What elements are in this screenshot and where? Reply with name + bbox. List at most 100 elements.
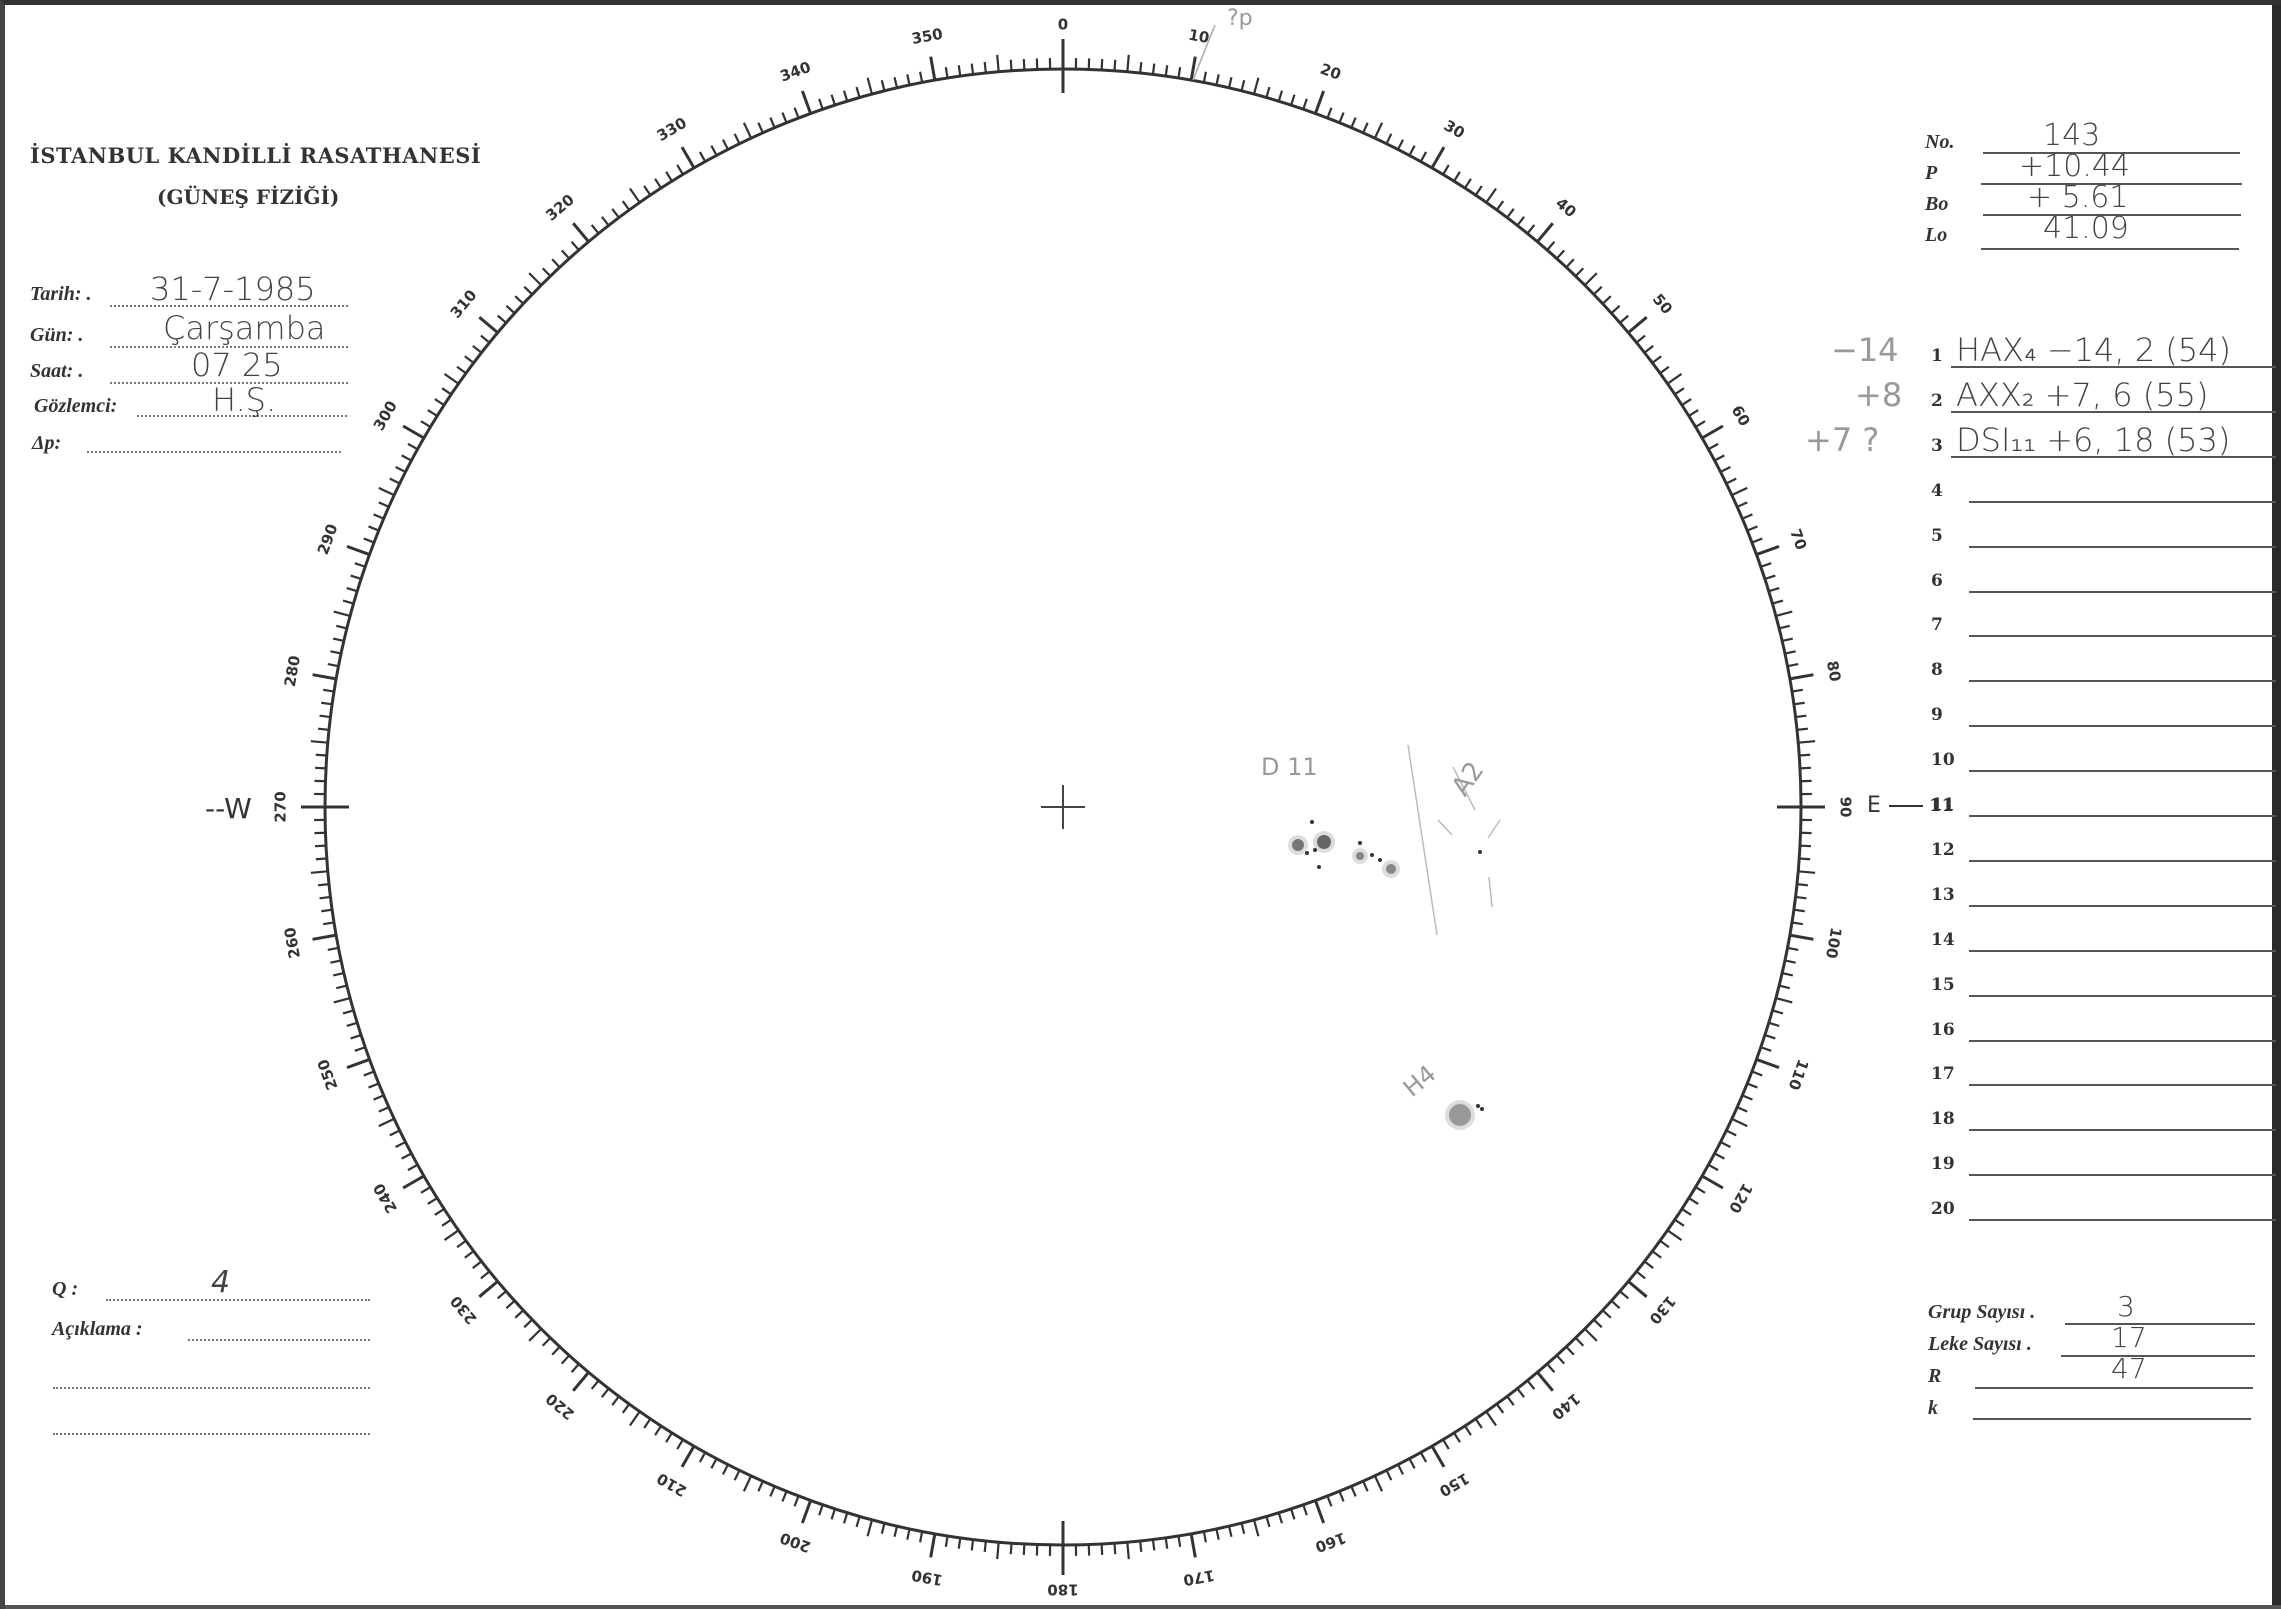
degree-tick xyxy=(1784,650,1796,655)
degree-label: 110 xyxy=(1784,1057,1812,1093)
group-row-entry[interactable]: DSI₁₁ +6, 18 (53) xyxy=(1956,420,2231,459)
group-row-entry[interactable]: AXX₂ +7, 6 (55) xyxy=(1956,375,2209,414)
degree-tick xyxy=(1799,857,1811,861)
degree-tick xyxy=(757,122,764,134)
day-label: Gün: . xyxy=(30,324,84,346)
degree-tick xyxy=(514,295,525,305)
degree-tick xyxy=(919,71,924,83)
no-value[interactable]: 143 xyxy=(2043,118,2101,153)
group-count-line xyxy=(2065,1323,2255,1325)
degree-tick xyxy=(1453,171,1461,182)
degree-label: 40 xyxy=(1552,194,1580,221)
degree-tick xyxy=(505,305,516,314)
remarks-line-3[interactable] xyxy=(53,1433,370,1435)
group-row-number: 19 xyxy=(1931,1154,1955,1175)
degree-tick xyxy=(906,74,911,86)
degree-tick xyxy=(464,1250,475,1259)
degree-tick xyxy=(1526,1379,1536,1390)
degree-tick xyxy=(1627,1280,1648,1298)
degree-tick xyxy=(1707,442,1719,451)
degree-tick xyxy=(1556,249,1565,260)
group-row-number: 10 xyxy=(1931,750,1955,771)
group-row-line xyxy=(1969,859,2276,862)
group-row-margin-note: −14 xyxy=(1831,331,1899,369)
degree-tick xyxy=(330,959,342,964)
degree-tick xyxy=(330,650,342,655)
q-value[interactable]: 4 xyxy=(211,1265,231,1300)
group-row-line xyxy=(1951,410,2276,413)
degree-tick xyxy=(1430,146,1446,169)
degree-tick xyxy=(1725,1129,1737,1137)
degree-label: 320 xyxy=(542,191,578,225)
degree-label: 90 xyxy=(1837,797,1855,818)
degree-tick xyxy=(1100,58,1104,71)
group-count-value[interactable]: 3 xyxy=(2117,1290,2135,1323)
degree-tick xyxy=(830,1508,836,1520)
degree-tick xyxy=(680,146,696,169)
degree-tick xyxy=(1795,895,1807,900)
degree-tick xyxy=(1408,1458,1416,1469)
time-value[interactable]: 07 25 xyxy=(191,346,283,384)
observer-value[interactable]: H.Ş. xyxy=(212,381,277,419)
degree-tick xyxy=(769,117,776,129)
degree-tick xyxy=(1720,465,1731,473)
day-value[interactable]: Çarşamba xyxy=(163,309,326,347)
degree-tick xyxy=(1100,1543,1104,1556)
group-row-number: 17 xyxy=(1931,1064,1955,1085)
group-row-margin-note: +8 xyxy=(1855,375,1903,414)
degree-tick xyxy=(342,599,354,605)
degree-tick xyxy=(842,90,849,102)
degree-tick xyxy=(1302,98,1308,110)
lo-label: Lo xyxy=(1925,224,1948,246)
lo-value[interactable]: 41.09 xyxy=(2043,211,2129,246)
group-row-number: 2 xyxy=(1931,390,1943,411)
degree-tick xyxy=(1485,187,1497,204)
degree-tick xyxy=(1736,1106,1748,1113)
degree-label: 0 xyxy=(1058,16,1068,34)
degree-tick xyxy=(1419,151,1428,163)
degree-tick xyxy=(710,1458,718,1469)
degree-tick xyxy=(781,112,788,124)
remarks-line-1[interactable] xyxy=(188,1339,370,1341)
r-line xyxy=(1975,1387,2253,1389)
degree-tick xyxy=(1651,1250,1662,1259)
degree-tick xyxy=(1760,1046,1772,1052)
r-value[interactable]: 47 xyxy=(2111,1352,2147,1385)
degree-tick xyxy=(1495,1403,1505,1414)
degree-tick xyxy=(1725,477,1737,485)
group-row-number: 8 xyxy=(1931,660,1943,681)
group-row-margin-note: +7 ? xyxy=(1805,420,1880,459)
degree-tick xyxy=(1373,122,1384,139)
degree-tick xyxy=(478,316,499,334)
group-row-entry[interactable]: HAX₄ −14, 2 (54) xyxy=(1956,331,2231,369)
degree-tick xyxy=(572,222,590,243)
bo-value[interactable]: + 5.61 xyxy=(2027,180,2129,215)
degree-tick xyxy=(781,1490,788,1502)
degree-tick xyxy=(1775,610,1793,618)
degree-tick xyxy=(443,1229,460,1241)
degree-tick xyxy=(1799,766,1812,770)
remarks-line-2[interactable] xyxy=(53,1387,370,1389)
group-row-number: 13 xyxy=(1931,884,1955,905)
degree-tick xyxy=(1751,1070,1763,1077)
degree-tick xyxy=(327,663,339,668)
degree-tick xyxy=(1784,959,1796,964)
sunspot-pore xyxy=(1317,865,1321,869)
time-line xyxy=(110,382,348,384)
degree-tick xyxy=(1701,1174,1724,1190)
spot-count-value[interactable]: 17 xyxy=(2111,1321,2147,1354)
degree-tick xyxy=(1798,870,1816,874)
degree-tick xyxy=(1113,1543,1117,1555)
p-value[interactable]: +10.44 xyxy=(2019,149,2131,184)
degree-tick xyxy=(317,883,330,887)
degree-tick xyxy=(1574,267,1585,277)
degree-tick xyxy=(1408,145,1416,156)
degree-tick xyxy=(389,1129,401,1137)
degree-label: 270 xyxy=(272,791,290,822)
date-value[interactable]: 31-7-1985 xyxy=(150,270,316,308)
group-row-number: 9 xyxy=(1931,705,1943,726)
degree-tick xyxy=(570,241,580,251)
group-row-line xyxy=(1969,1039,2276,1042)
degree-tick xyxy=(434,398,445,406)
group-row-line xyxy=(1951,366,2276,368)
